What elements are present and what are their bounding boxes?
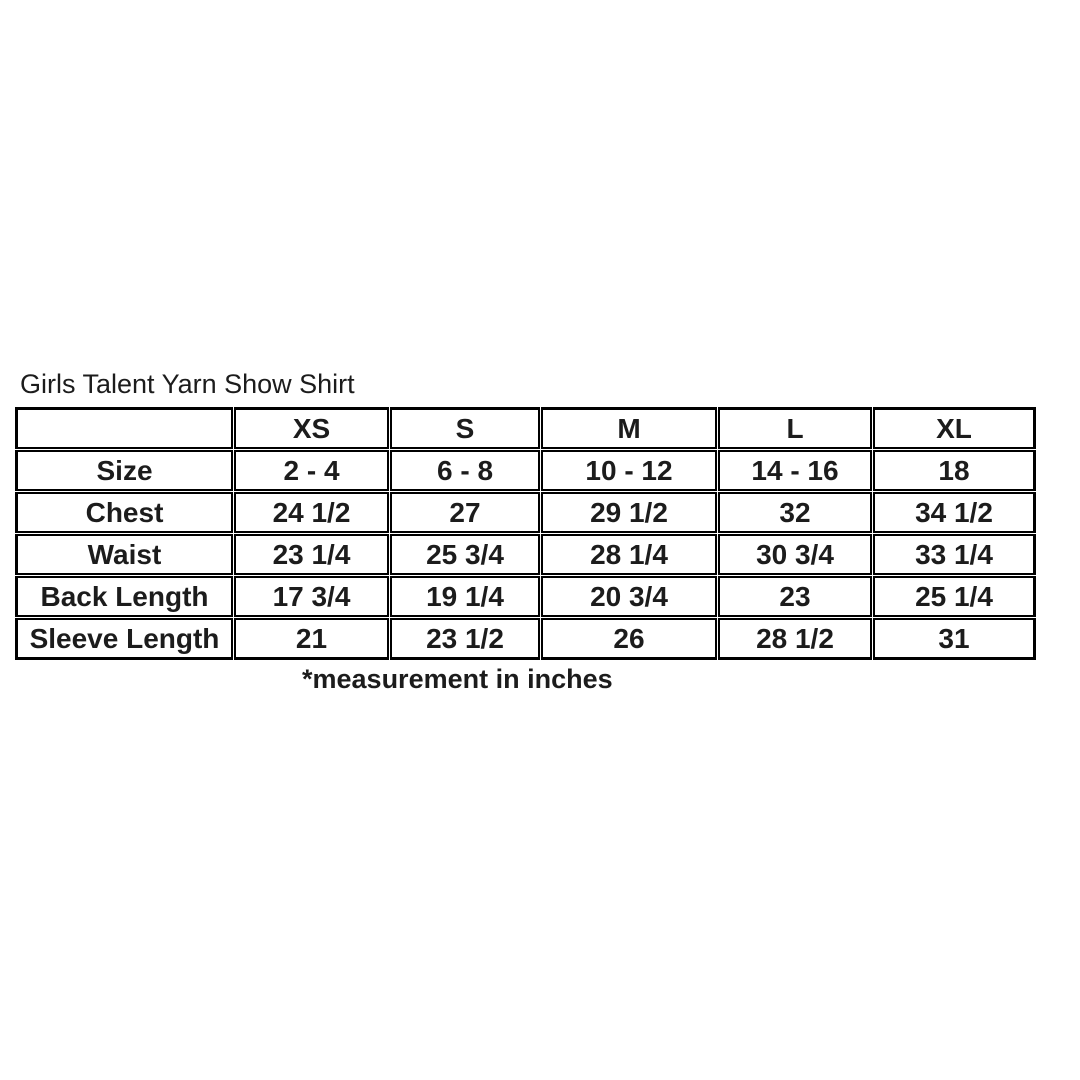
- header-row: XS S M L XL: [15, 407, 1036, 449]
- table-cell: 19 1/4: [390, 576, 540, 617]
- column-header-xs: XS: [234, 407, 389, 449]
- table-cell: 10 - 12: [541, 450, 717, 491]
- table-cell: 20 3/4: [541, 576, 717, 617]
- column-header-l: L: [718, 407, 872, 449]
- row-label: Waist: [15, 534, 233, 575]
- row-label: Sleeve Length: [15, 618, 233, 660]
- row-label: Back Length: [15, 576, 233, 617]
- table-cell: 30 3/4: [718, 534, 872, 575]
- page-title: Girls Talent Yarn Show Shirt: [20, 369, 355, 399]
- table-row-waist: Waist 23 1/4 25 3/4 28 1/4 30 3/4 33 1/4: [15, 534, 1036, 575]
- table-cell: 25 3/4: [390, 534, 540, 575]
- table-row-chest: Chest 24 1/2 27 29 1/2 32 34 1/2: [15, 492, 1036, 533]
- size-chart-table: XS S M L XL Size 2 - 4 6 - 8 10 - 12 14 …: [14, 406, 1037, 661]
- table-cell: 24 1/2: [234, 492, 389, 533]
- column-header-xl: XL: [873, 407, 1036, 449]
- table-cell: 2 - 4: [234, 450, 389, 491]
- table-cell: 17 3/4: [234, 576, 389, 617]
- table-row-back-length: Back Length 17 3/4 19 1/4 20 3/4 23 25 1…: [15, 576, 1036, 617]
- table-cell: 29 1/2: [541, 492, 717, 533]
- table-cell: 28 1/4: [541, 534, 717, 575]
- table-cell: 23: [718, 576, 872, 617]
- column-header-m: M: [541, 407, 717, 449]
- corner-cell: [15, 407, 233, 449]
- table-cell: 28 1/2: [718, 618, 872, 660]
- table-cell: 21: [234, 618, 389, 660]
- table-row-sleeve-length: Sleeve Length 21 23 1/2 26 28 1/2 31: [15, 618, 1036, 660]
- table-cell: 18: [873, 450, 1036, 491]
- table-cell: 34 1/2: [873, 492, 1036, 533]
- table-cell: 25 1/4: [873, 576, 1036, 617]
- table-cell: 23 1/2: [390, 618, 540, 660]
- table-cell: 32: [718, 492, 872, 533]
- table-cell: 27: [390, 492, 540, 533]
- row-label: Size: [15, 450, 233, 491]
- measurement-footnote: *measurement in inches: [302, 664, 613, 694]
- table-cell: 33 1/4: [873, 534, 1036, 575]
- table-cell: 31: [873, 618, 1036, 660]
- table-cell: 6 - 8: [390, 450, 540, 491]
- row-label: Chest: [15, 492, 233, 533]
- column-header-s: S: [390, 407, 540, 449]
- table-row-size: Size 2 - 4 6 - 8 10 - 12 14 - 16 18: [15, 450, 1036, 491]
- table-cell: 26: [541, 618, 717, 660]
- table-cell: 23 1/4: [234, 534, 389, 575]
- table-cell: 14 - 16: [718, 450, 872, 491]
